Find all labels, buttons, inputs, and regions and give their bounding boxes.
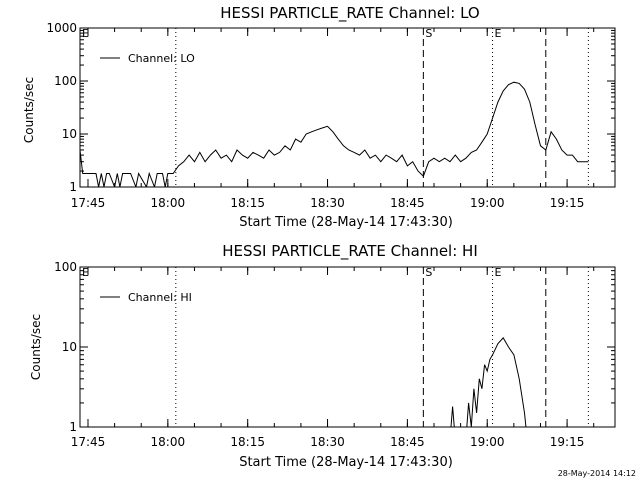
hi-panel: HESSI PARTICLE_RATE Channel: HI Counts/s… [29,242,616,470]
hi-x-tick-label: 18:30 [310,435,345,449]
hi-x-axis-label: Start Time (28-May-14 17:43:30) [239,455,453,470]
lo-x-tick-label: 19:15 [550,196,585,210]
hi-y-tick-label: 10 [62,340,77,354]
lo-y-axis-label: Counts/sec [22,77,36,143]
lo-legend-entry: Channel: LO [128,52,195,65]
lo-x-tick-label: 18:00 [151,196,186,210]
lo-marker-label: S [425,27,432,40]
hi-x-tick-label: 18:15 [230,435,265,449]
hi-y-tick-label: 100 [54,260,77,274]
plot-timestamp: 28-May-2014 14:12 [558,469,636,478]
hi-chart-title: HESSI PARTICLE_RATE Channel: HI [222,242,478,261]
hi-series-line [450,337,527,427]
lo-x-tick-label: 17:45 [71,196,106,210]
hi-marker-label: E [82,266,89,279]
hi-x-tick-label: 19:00 [470,435,505,449]
lo-panel: HESSI PARTICLE_RATE Channel: LO Counts/s… [22,4,616,230]
hi-marker-label: S [425,266,432,279]
lo-plot-frame [79,27,616,188]
hi-x-tick-label: 18:00 [151,435,186,449]
hi-y-axis-label: Counts/sec [29,314,43,380]
lo-y-tick-label: 1000 [46,21,77,35]
lo-marker-label: E [82,27,89,40]
lo-y-tick-label: 100 [54,74,77,88]
lo-x-tick-label: 18:45 [390,196,425,210]
hi-x-tick-label: 18:45 [390,435,425,449]
hi-x-tick-label: 17:45 [71,435,106,449]
lo-x-axis-label: Start Time (28-May-14 17:43:30) [239,215,453,230]
lo-x-tick-label: 18:15 [230,196,265,210]
hi-legend-entry: Channel: HI [128,291,192,304]
lo-marker-label: E [495,27,502,40]
hi-marker-label: E [495,266,502,279]
hi-y-tick-label: 1 [69,420,77,434]
lo-series-line [80,81,589,187]
lo-chart-title: HESSI PARTICLE_RATE Channel: LO [220,4,479,23]
hi-x-tick-label: 19:15 [550,435,585,449]
lo-x-tick-label: 19:00 [470,196,505,210]
lo-y-tick-label: 1 [69,180,77,194]
lo-y-tick-label: 10 [62,127,77,141]
lo-x-tick-label: 18:30 [310,196,345,210]
